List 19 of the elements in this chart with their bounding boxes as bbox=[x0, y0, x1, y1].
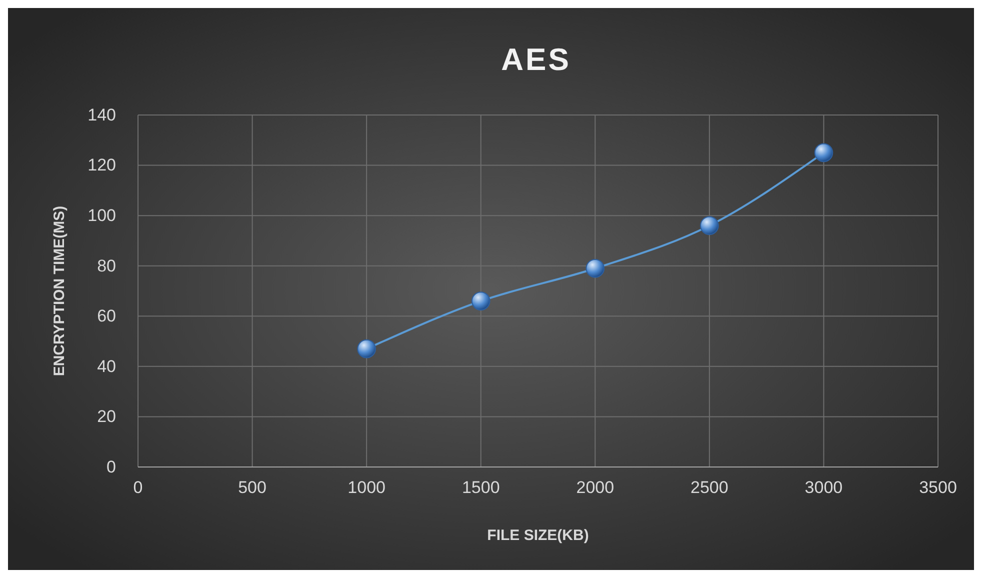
x-tick-label: 2000 bbox=[576, 478, 614, 498]
y-tick-label: 60 bbox=[97, 306, 116, 326]
y-tick-label: 100 bbox=[88, 206, 116, 226]
y-tick-label: 120 bbox=[88, 156, 116, 175]
x-tick-label: 3500 bbox=[919, 478, 957, 498]
x-tick-label: 2500 bbox=[690, 478, 728, 498]
x-tick-label: 1000 bbox=[348, 478, 386, 498]
x-tick-label: 500 bbox=[238, 478, 266, 498]
x-tick-label: 0 bbox=[133, 478, 143, 498]
x-tick-label: 3000 bbox=[804, 478, 843, 498]
chart-title: AES bbox=[501, 42, 571, 77]
x-axis-title: FILE SIZE(KB) bbox=[487, 527, 589, 544]
y-tick-label: 140 bbox=[88, 105, 116, 124]
y-tick-label: 0 bbox=[106, 457, 116, 476]
y-axis-title: ENCRYPTION TIME(MS) bbox=[51, 206, 68, 376]
y-tick-label: 80 bbox=[97, 256, 116, 276]
y-tick-label: 20 bbox=[97, 407, 116, 426]
y-tick-label: 40 bbox=[97, 356, 116, 376]
x-tick-label: 1500 bbox=[462, 478, 500, 498]
